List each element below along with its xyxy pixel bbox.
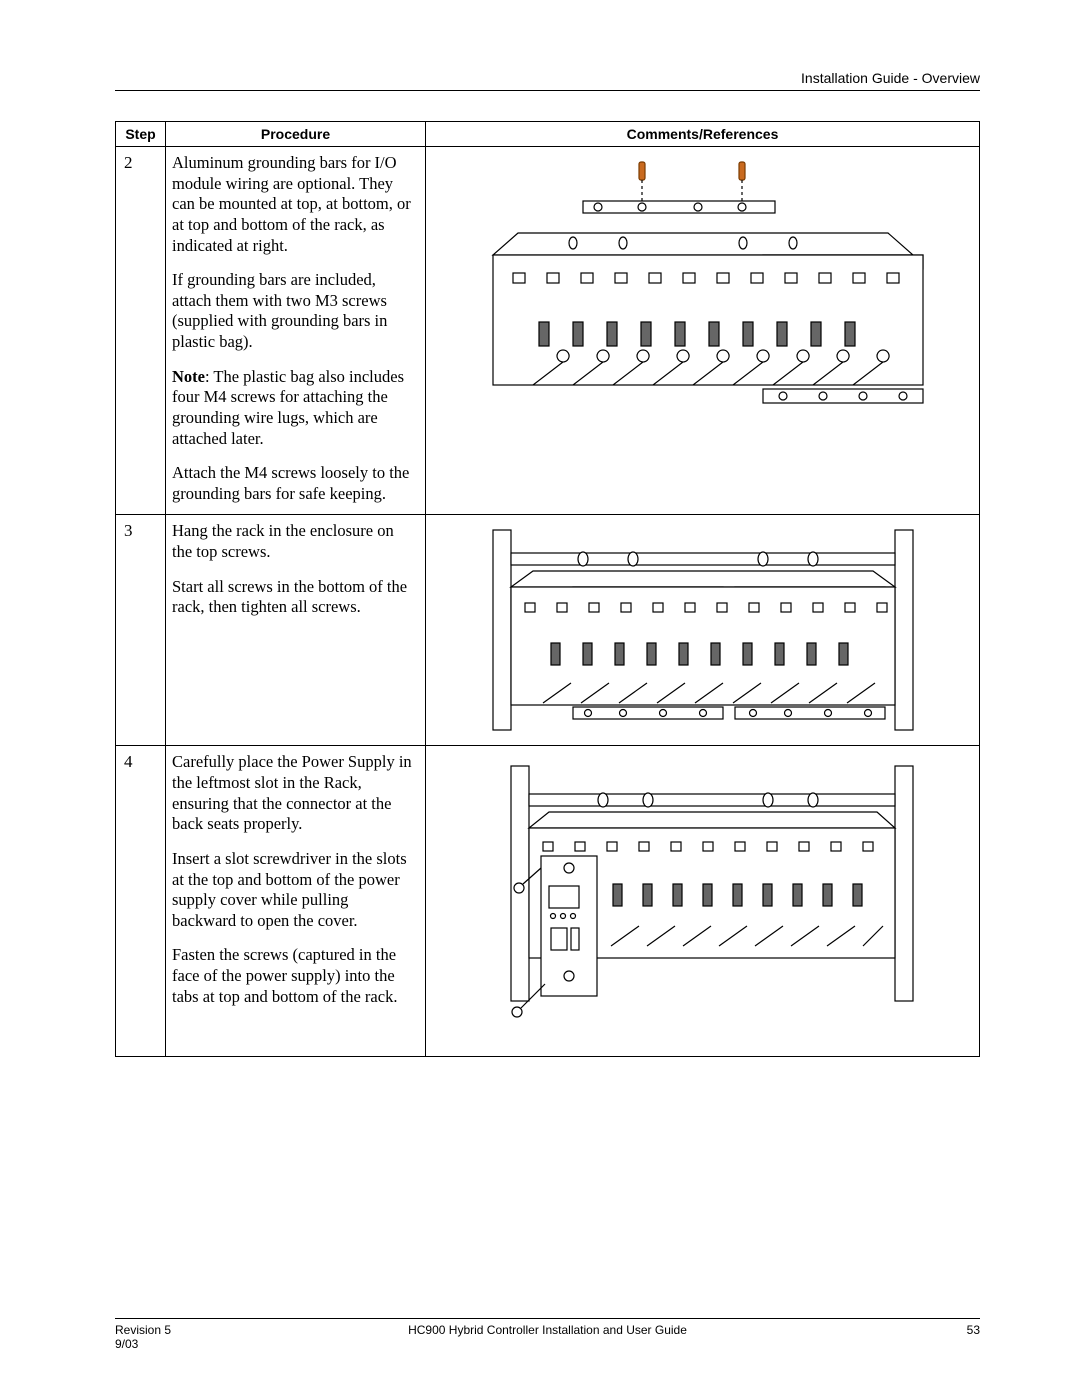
diagram-cell bbox=[426, 515, 980, 746]
procedure-para: Attach the M4 screws loosely to the grou… bbox=[172, 463, 415, 504]
procedure-para: Note: The plastic bag also includes four… bbox=[172, 367, 415, 450]
step-number: 3 bbox=[116, 515, 166, 746]
table-header-row: Step Procedure Comments/References bbox=[116, 122, 980, 147]
procedure-para: Hang the rack in the enclosure on the to… bbox=[172, 521, 415, 562]
footer-center: HC900 Hybrid Controller Installation and… bbox=[115, 1323, 980, 1337]
step-number: 4 bbox=[116, 746, 166, 1057]
rack-mounted-diagram bbox=[463, 525, 943, 735]
table-row: 4 Carefully place the Power Supply in th… bbox=[116, 746, 980, 1057]
rack-power-supply-diagram bbox=[463, 756, 943, 1046]
page-header: Installation Guide - Overview bbox=[115, 70, 980, 91]
procedure-para: If grounding bars are included, attach t… bbox=[172, 270, 415, 353]
step-number: 2 bbox=[116, 147, 166, 515]
procedure-cell: Aluminum grounding bars for I/O module w… bbox=[166, 147, 426, 515]
procedure-para: Start all screws in the bottom of the ra… bbox=[172, 577, 415, 618]
rack-grounding-diagram bbox=[463, 157, 943, 437]
table-row: 2 Aluminum grounding bars for I/O module… bbox=[116, 147, 980, 515]
col-header-procedure: Procedure bbox=[166, 122, 426, 147]
page: Installation Guide - Overview Step Proce… bbox=[0, 0, 1080, 1057]
diagram-cell bbox=[426, 746, 980, 1057]
procedure-cell: Carefully place the Power Supply in the … bbox=[166, 746, 426, 1057]
table-row: 3 Hang the rack in the enclosure on the … bbox=[116, 515, 980, 746]
col-header-step: Step bbox=[116, 122, 166, 147]
page-footer: Revision 5 9/03 HC900 Hybrid Controller … bbox=[115, 1318, 980, 1351]
procedure-para: Fasten the screws (captured in the face … bbox=[172, 945, 415, 1007]
procedure-para: Carefully place the Power Supply in the … bbox=[172, 752, 415, 835]
procedure-cell: Hang the rack in the enclosure on the to… bbox=[166, 515, 426, 746]
page-header-text: Installation Guide - Overview bbox=[801, 70, 980, 86]
diagram-cell bbox=[426, 147, 980, 515]
procedure-para: Insert a slot screwdriver in the slots a… bbox=[172, 849, 415, 932]
procedure-para: Aluminum grounding bars for I/O module w… bbox=[172, 153, 415, 256]
procedure-table: Step Procedure Comments/References 2 Alu… bbox=[115, 121, 980, 1057]
col-header-comments: Comments/References bbox=[426, 122, 980, 147]
